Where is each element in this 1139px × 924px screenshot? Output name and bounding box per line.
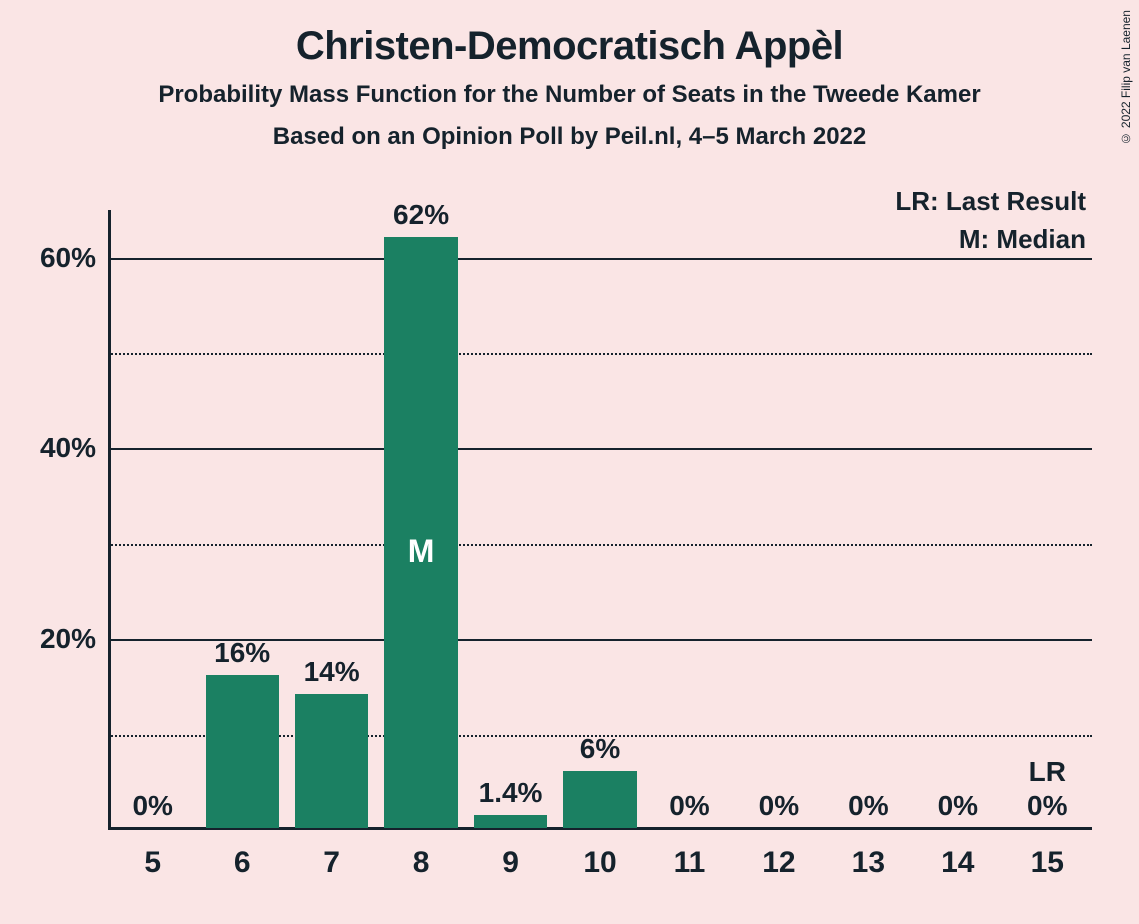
bar-value-label: 0% xyxy=(759,790,799,822)
x-axis-tick-label: 15 xyxy=(1031,846,1064,880)
legend-m: M: Median xyxy=(959,224,1086,255)
bar-value-label: 0% xyxy=(669,790,709,822)
x-axis-tick-label: 10 xyxy=(583,846,616,880)
x-axis-tick-label: 12 xyxy=(762,846,795,880)
chart-subtitle-1: Probability Mass Function for the Number… xyxy=(0,69,1139,109)
gridline-minor xyxy=(108,544,1092,546)
chart-title: Christen-Democratisch Appèl xyxy=(0,0,1139,69)
y-axis-tick-label: 60% xyxy=(40,242,96,274)
y-axis-line xyxy=(108,210,111,830)
bar-value-label: 1.4% xyxy=(479,777,543,809)
y-axis-tick-label: 40% xyxy=(40,432,96,464)
bar-value-label: 0% xyxy=(848,790,888,822)
bar-value-label: 0% xyxy=(132,790,172,822)
bar-value-label: 0% xyxy=(1027,790,1067,822)
median-marker: M xyxy=(408,533,435,570)
bar xyxy=(295,694,368,828)
bar-value-label: 0% xyxy=(938,790,978,822)
x-axis-tick-label: 6 xyxy=(234,846,251,880)
bar xyxy=(206,675,279,828)
bar xyxy=(563,771,636,828)
gridline-major xyxy=(108,448,1092,450)
gridline-major xyxy=(108,258,1092,260)
lr-marker: LR xyxy=(1029,756,1066,788)
chart-subtitle-2: Based on an Opinion Poll by Peil.nl, 4–5… xyxy=(0,109,1139,151)
legend-lr: LR: Last Result xyxy=(895,186,1086,217)
bar-value-label: 14% xyxy=(304,656,360,688)
gridline-minor xyxy=(108,353,1092,355)
copyright-text: © 2022 Filip van Laenen xyxy=(1119,10,1133,145)
x-axis-tick-label: 9 xyxy=(502,846,519,880)
x-axis-tick-label: 14 xyxy=(941,846,974,880)
x-axis-tick-label: 7 xyxy=(323,846,340,880)
x-axis-tick-label: 13 xyxy=(852,846,885,880)
bar-value-label: 16% xyxy=(214,637,270,669)
x-axis-tick-label: 11 xyxy=(674,846,706,880)
y-axis-tick-label: 20% xyxy=(40,623,96,655)
x-axis-tick-label: 5 xyxy=(144,846,161,880)
chart-plot-area: LR: Last Result M: Median 20%40%60%0%516… xyxy=(108,210,1092,830)
bar-value-label: 6% xyxy=(580,733,620,765)
x-axis-tick-label: 8 xyxy=(413,846,430,880)
bar-value-label: 62% xyxy=(393,199,449,231)
bar xyxy=(474,815,547,828)
